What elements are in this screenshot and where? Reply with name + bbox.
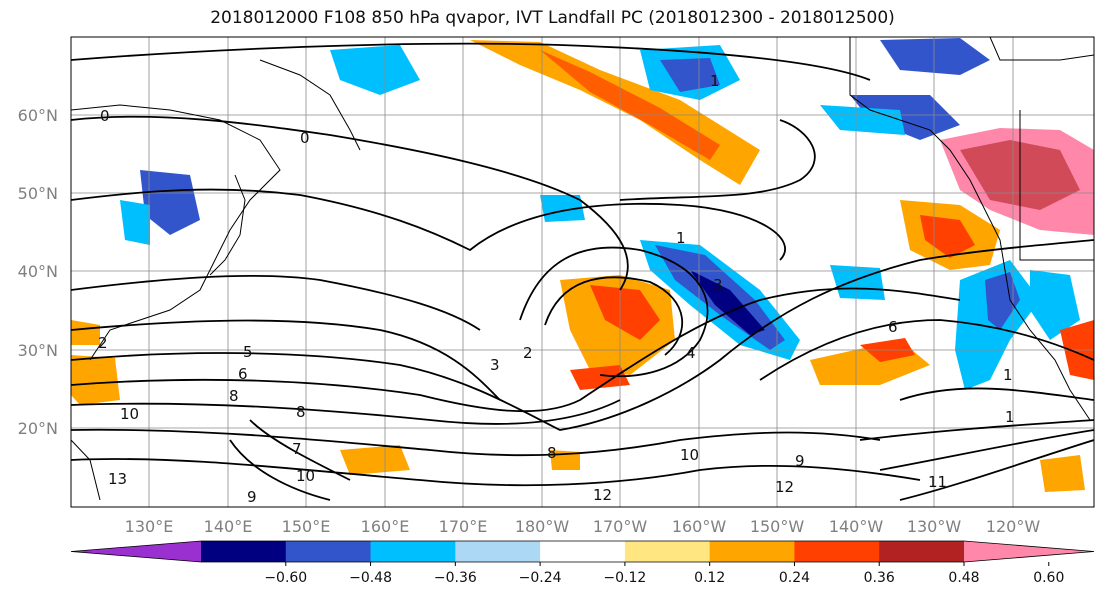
lon-tick-label: 140°E (204, 517, 253, 536)
contour-label: 8 (547, 444, 557, 462)
contour-label: 0 (300, 129, 310, 147)
lat-tick-label: 30°N (18, 341, 58, 360)
contour-label: 13 (108, 470, 127, 488)
lat-tick-label: 40°N (18, 262, 58, 281)
lon-tick-label: 160°E (361, 517, 410, 536)
colorbar-bin (540, 541, 626, 562)
contour-label: 6 (238, 365, 248, 383)
colorbar-bin (794, 541, 880, 562)
contour-label: 0 (100, 107, 110, 125)
colorbar-outline (70, 540, 1095, 563)
colorbar-extend-low (71, 541, 201, 562)
colorbar-tick-label: −0.48 (349, 570, 392, 586)
colorbar-tick-label: 0.12 (694, 570, 725, 586)
contour-label: 3 (713, 276, 723, 294)
colorbar-tick-label: 0.60 (1033, 570, 1064, 586)
colorbar-tick-label: −0.36 (434, 570, 477, 586)
lon-tick-label: 180°W (515, 517, 570, 536)
colorbar-bin (201, 541, 287, 562)
colorbar-extend-high (964, 541, 1094, 562)
lon-tick-label: 170°E (439, 517, 488, 536)
colorbar-tick-label: 0.48 (948, 570, 979, 586)
colorbar-bin (455, 541, 541, 562)
contour-label: 3 (490, 356, 500, 374)
contour-label: 1 (710, 72, 720, 90)
lon-tick-label: 120°W (986, 517, 1041, 536)
lon-axis: 130°E 140°E 150°E 160°E 170°E 180°W 170°… (125, 517, 1041, 536)
colorbar-tick-label: −0.60 (264, 570, 307, 586)
colorbar-tick-label: −0.12 (603, 570, 646, 586)
map-frame (70, 36, 1095, 508)
colorbar-bin (285, 541, 372, 562)
lat-axis: 60°N 50°N 40°N 30°N 20°N (18, 106, 58, 438)
contour-label: 10 (296, 467, 315, 485)
lat-tick-label: 20°N (18, 419, 58, 438)
colorbar-tick-label: 0.24 (779, 570, 810, 586)
lon-tick-label: 140°W (829, 517, 884, 536)
contour-label: 5 (243, 343, 253, 361)
map-content: 0 0 1 1 1 1 2 2 3 3 4 5 6 6 7 8 8 8 9 9 (71, 37, 1094, 507)
contour-label: 1 (1005, 408, 1015, 426)
lon-tick-label: 150°W (750, 517, 805, 536)
contour-label: 6 (888, 318, 898, 336)
contour-label: 9 (795, 452, 805, 470)
colorbar-bin (879, 541, 965, 562)
contour-label: 11 (928, 473, 947, 491)
colorbar-tick-label: 0.36 (864, 570, 895, 586)
colorbar-bin (709, 541, 795, 562)
contour-label: 8 (296, 403, 306, 421)
lon-tick-label: 130°E (125, 517, 174, 536)
contour-label: 1 (676, 229, 686, 247)
contour-label: 2 (98, 334, 108, 352)
colorbar-tick-label: −0.24 (519, 570, 562, 586)
contour-label: 8 (229, 387, 239, 405)
lon-tick-label: 150°E (282, 517, 331, 536)
contour-label: 1 (1003, 366, 1013, 384)
contour-label: 9 (247, 488, 257, 506)
colorbar: −0.60 −0.48 −0.36 −0.24 −0.12 0.12 0.24 0.36 0.4… (70, 540, 1095, 586)
lat-tick-label: 60°N (18, 106, 58, 125)
lon-tick-label: 170°W (593, 517, 648, 536)
contour-label: 12 (775, 478, 794, 496)
gridlines (71, 37, 1094, 507)
colorbar-bin (624, 541, 711, 562)
contour-lines (71, 42, 1094, 501)
lon-tick-label: 130°W (907, 517, 962, 536)
contour-label: 4 (686, 344, 696, 362)
contour-label: 2 (523, 344, 533, 362)
lat-tick-label: 50°N (18, 184, 58, 203)
contour-label: 12 (593, 486, 612, 504)
contour-label: 7 (292, 440, 302, 458)
contour-labels: 0 0 1 1 1 1 2 2 3 3 4 5 6 6 7 8 8 8 9 9 (98, 72, 1015, 506)
contour-label: 10 (680, 446, 699, 464)
colorbar-bin (370, 541, 456, 562)
lon-tick-label: 160°W (672, 517, 727, 536)
contour-label: 10 (120, 405, 139, 423)
figure-title: 2018012000 F108 850 hPa qvapor, IVT Land… (210, 8, 895, 28)
